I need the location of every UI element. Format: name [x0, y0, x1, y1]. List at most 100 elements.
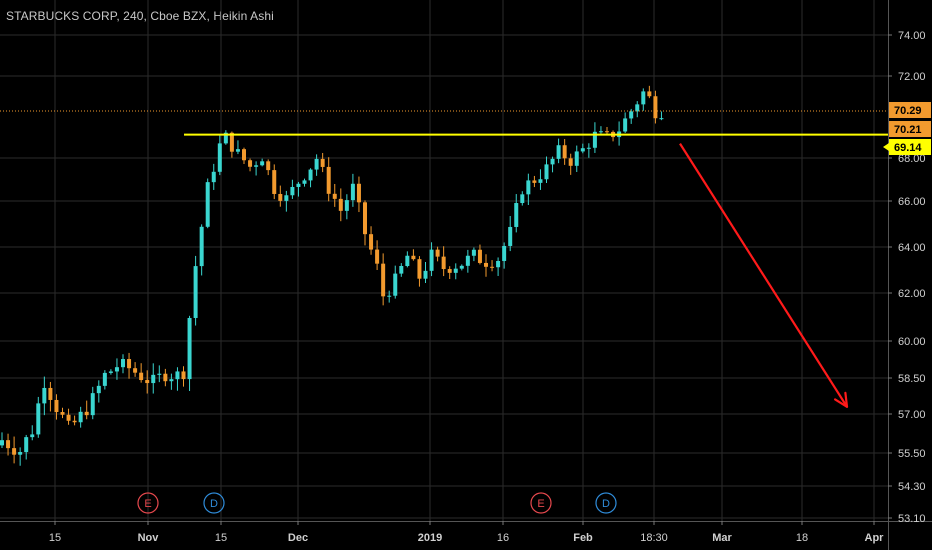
- candle-body: [411, 255, 416, 260]
- candle-body: [363, 202, 367, 235]
- candles: [0, 85, 664, 466]
- dividend-marker[interactable]: D: [203, 492, 225, 514]
- earnings-marker[interactable]: E: [137, 492, 159, 514]
- candle-body: [48, 387, 53, 400]
- price-tick-label: 68.00: [898, 153, 926, 165]
- candle-body: [369, 234, 374, 250]
- candle-body: [199, 226, 204, 267]
- candle-body: [441, 256, 446, 270]
- candle-body: [490, 266, 495, 268]
- candle-body: [84, 411, 89, 416]
- candle-body: [145, 380, 150, 384]
- candle-body: [393, 273, 398, 296]
- candle-body: [605, 131, 609, 133]
- marker-label: E: [144, 498, 151, 510]
- candle-body: [121, 359, 125, 368]
- candle-body: [659, 118, 664, 120]
- candle-body: [60, 412, 65, 415]
- candle-body: [350, 183, 355, 201]
- price-tick-label: 64.00: [898, 242, 926, 254]
- candle-body: [114, 367, 119, 372]
- candle-body: [211, 171, 216, 183]
- arrow-head: [844, 391, 849, 408]
- candle-body: [423, 270, 428, 279]
- marker-circle: [530, 492, 552, 514]
- marker-circle: [595, 492, 617, 514]
- candle-body: [623, 118, 628, 132]
- candle-body: [326, 166, 331, 194]
- candle-body: [320, 158, 325, 167]
- candle-body: [580, 148, 585, 152]
- candle-body: [6, 440, 11, 449]
- grid: [0, 0, 888, 521]
- candle-body: [157, 373, 162, 375]
- candle-body: [586, 147, 591, 149]
- candle-body: [514, 203, 519, 227]
- candle-body: [278, 193, 283, 201]
- candle-body: [405, 255, 410, 267]
- candle-body: [344, 200, 349, 211]
- candle-body: [532, 180, 537, 183]
- price-label-box: [889, 102, 931, 118]
- candle-body: [635, 104, 640, 112]
- candle-body: [381, 263, 386, 297]
- downtrend-arrow[interactable]: [679, 143, 849, 408]
- candle-body: [308, 169, 313, 181]
- candle-body: [332, 193, 337, 199]
- time-tick-label: 15: [49, 532, 61, 544]
- candle-body: [108, 371, 113, 373]
- candle-body: [477, 249, 482, 263]
- price-label-box: [889, 139, 931, 155]
- candle-body: [24, 437, 29, 453]
- candle-body: [459, 265, 464, 269]
- candle-body: [223, 132, 228, 144]
- candle-body: [217, 143, 222, 172]
- candle-body: [653, 96, 658, 119]
- candle-body: [387, 295, 392, 297]
- candle-body: [314, 158, 319, 170]
- time-tick-label: 18: [796, 532, 808, 544]
- price-tick-label: 54.30: [898, 481, 926, 493]
- candle-body: [187, 317, 192, 380]
- candle-body: [453, 268, 458, 273]
- time-tick-label: Mar: [712, 532, 732, 544]
- time-tick-label: 15: [215, 532, 227, 544]
- candle-body: [399, 266, 404, 274]
- price-tick-label: 53.10: [898, 513, 926, 525]
- candle-body: [72, 420, 77, 423]
- dividend-marker[interactable]: D: [595, 492, 617, 514]
- marker-label: D: [602, 498, 610, 510]
- candle-body: [471, 249, 476, 256]
- arrow-head: [834, 398, 849, 408]
- candle-body: [641, 91, 646, 105]
- candle-body: [12, 448, 17, 455]
- price-label-box: [889, 121, 931, 137]
- earnings-marker[interactable]: E: [530, 492, 552, 514]
- marker-label: D: [210, 498, 218, 510]
- arrow-shaft: [679, 143, 848, 408]
- candle-body: [544, 164, 549, 180]
- candle-body: [356, 183, 361, 203]
- candle-body: [205, 182, 210, 227]
- price-label-text: 70.29: [894, 105, 922, 117]
- candle-body: [193, 266, 198, 318]
- candle-body: [169, 379, 174, 382]
- candle-body: [0, 440, 4, 446]
- time-tick-label: 2019: [418, 532, 442, 544]
- time-tick-label: Dec: [288, 532, 308, 544]
- candle-body: [465, 255, 470, 266]
- candle-body: [592, 131, 597, 148]
- candle-body: [562, 145, 567, 159]
- candle-body: [163, 373, 168, 382]
- time-tick-label: Apr: [865, 532, 885, 544]
- candle-body: [375, 249, 380, 264]
- chart-title: STARBUCKS CORP, 240, Cboe BZX, Heikin As…: [6, 9, 274, 23]
- marker-circle: [203, 492, 225, 514]
- time-tick-label: Feb: [573, 532, 593, 544]
- marker-label: E: [537, 498, 544, 510]
- candle-body: [133, 368, 138, 373]
- price-tick-label: 66.00: [898, 196, 926, 208]
- candle-body: [647, 91, 652, 97]
